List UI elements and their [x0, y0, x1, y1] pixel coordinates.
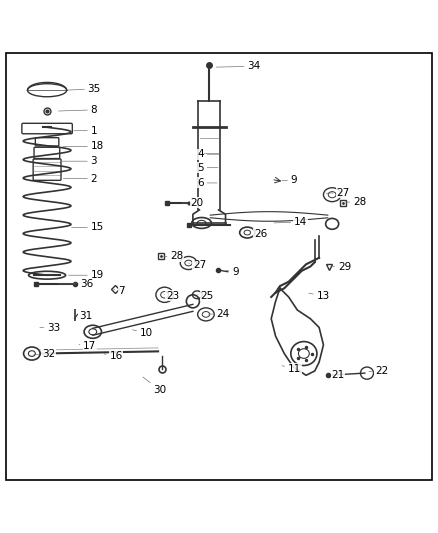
Text: 14: 14: [274, 217, 307, 227]
Text: 29: 29: [333, 262, 351, 271]
Text: 16: 16: [104, 351, 123, 361]
Text: 13: 13: [309, 291, 330, 301]
Text: 21: 21: [328, 370, 345, 381]
Text: 36: 36: [59, 279, 93, 289]
Text: 27: 27: [326, 188, 350, 198]
Text: 18: 18: [63, 141, 104, 151]
Text: 9: 9: [226, 266, 239, 277]
Text: 22: 22: [369, 366, 388, 376]
Text: 33: 33: [40, 324, 60, 333]
Text: 17: 17: [79, 341, 96, 351]
Text: 27: 27: [188, 260, 206, 270]
Text: 7: 7: [114, 286, 125, 296]
Text: 11: 11: [282, 364, 301, 374]
Text: 23: 23: [165, 290, 179, 301]
Text: 8: 8: [59, 105, 97, 115]
Text: 26: 26: [250, 229, 267, 239]
Text: 28: 28: [163, 251, 184, 261]
Text: 5: 5: [197, 163, 218, 173]
Text: 4: 4: [197, 149, 219, 159]
Text: 32: 32: [34, 350, 55, 359]
Text: 25: 25: [197, 290, 214, 301]
Text: 24: 24: [209, 309, 229, 319]
Text: 20: 20: [182, 198, 204, 208]
Text: 34: 34: [216, 61, 261, 71]
Text: 19: 19: [69, 270, 104, 280]
Text: 2: 2: [64, 174, 97, 183]
Text: 10: 10: [132, 328, 153, 338]
Text: 30: 30: [143, 377, 166, 394]
Text: 28: 28: [346, 197, 366, 207]
Text: 35: 35: [67, 84, 101, 94]
Text: 1: 1: [74, 126, 97, 136]
Text: 6: 6: [197, 178, 217, 188]
Text: 3: 3: [62, 156, 97, 166]
Text: 31: 31: [75, 311, 92, 321]
Text: 9: 9: [282, 175, 297, 185]
Text: 15: 15: [72, 222, 104, 232]
